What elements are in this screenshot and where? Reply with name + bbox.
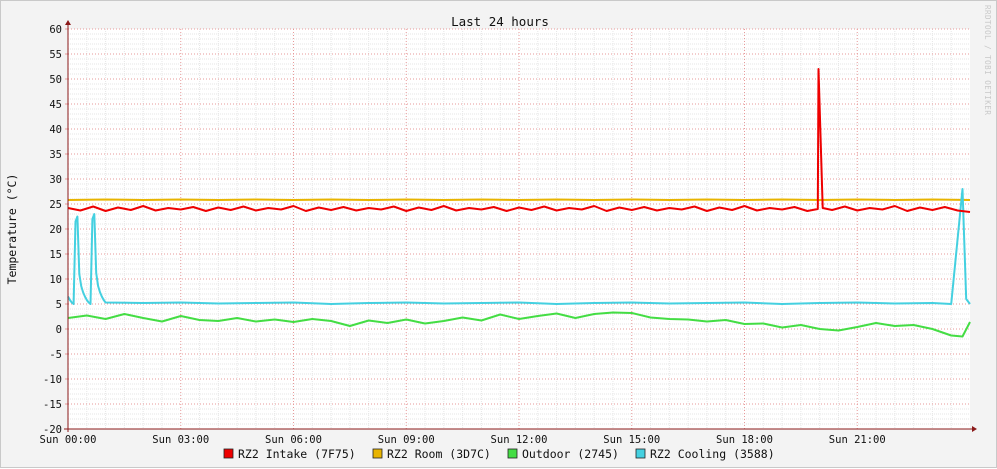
x-tick-label: Sun 00:00 (40, 434, 97, 446)
chart-title: Last 24 hours (451, 14, 549, 29)
x-tick-label: Sun 15:00 (603, 434, 660, 446)
y-tick-label: 5 (56, 299, 62, 311)
y-tick-label: 0 (56, 324, 62, 336)
legend-swatch-rz2-room-3d7c (372, 448, 383, 459)
series-line-rz2-room-3d7c (67, 198, 971, 201)
y-tick-label: -10 (43, 374, 62, 386)
x-tick-label: Sun 18:00 (716, 434, 773, 446)
y-tick-label: 25 (49, 199, 62, 211)
major-grid (65, 28, 970, 430)
y-tick-label: -15 (43, 399, 62, 411)
legend-label-rz2-cooling-3588: RZ2 Cooling (3588) (650, 447, 775, 461)
legend: RZ2 Intake (7F75) RZ2 Room (3D7C) Outdoor … (223, 447, 775, 461)
legend-swatch-rz2-intake-7f75 (223, 448, 234, 459)
x-tick-label: Sun 21:00 (829, 434, 886, 446)
x-axis-arrow (972, 426, 977, 432)
x-tick-label: Sun 06:00 (265, 434, 322, 446)
legend-label-outdoor-2745: Outdoor (2745) (522, 447, 619, 461)
y-tick-label: 10 (49, 274, 62, 286)
y-tick-label: 60 (49, 24, 62, 36)
series-line-outdoor-2745 (67, 311, 971, 338)
rrdtool-watermark: RRDTOOL / TOBI OETIKER (983, 5, 992, 115)
y-tick-label: -5 (49, 349, 62, 361)
series-line-rz2-cooling-3588 (67, 188, 971, 305)
y-tick-label: 50 (49, 74, 62, 86)
series-line-rz2-intake-7f75 (67, 68, 971, 213)
axes (64, 20, 977, 432)
y-tick-label: 30 (49, 174, 62, 186)
y-tick-label: 20 (49, 224, 62, 236)
series-layer (67, 68, 971, 338)
y-axis-arrow (65, 20, 71, 25)
legend-swatch-rz2-cooling-3588 (635, 448, 646, 459)
y-tick-label: 15 (49, 249, 62, 261)
y-tick-label: 40 (49, 124, 62, 136)
y-tick-label: 45 (49, 99, 62, 111)
legend-swatch-outdoor-2745 (507, 448, 518, 459)
y-tick-label: 35 (49, 149, 62, 161)
x-tick-label: Sun 03:00 (152, 434, 209, 446)
x-tick-label: Sun 12:00 (491, 434, 548, 446)
x-tick-label: Sun 09:00 (378, 434, 435, 446)
legend-label-rz2-room-3d7c: RZ2 Room (3D7C) (387, 447, 491, 461)
legend-label-rz2-intake-7f75: RZ2 Intake (7F75) (238, 447, 356, 461)
y-tick-label: 55 (49, 49, 62, 61)
y-axis-label: Temperature (°C) (5, 174, 19, 285)
y-tick-label: -20 (43, 424, 62, 436)
x-tick-labels: Sun 00:00 Sun 03:00 Sun 06:00 Sun 09:00 Sun … (40, 434, 886, 446)
